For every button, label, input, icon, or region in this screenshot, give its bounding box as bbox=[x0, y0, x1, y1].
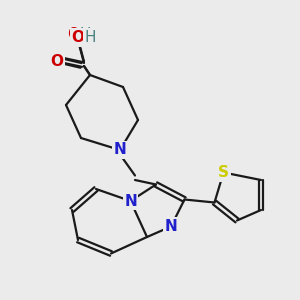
Text: O: O bbox=[50, 54, 64, 69]
Text: O: O bbox=[68, 27, 80, 42]
Text: O: O bbox=[71, 30, 85, 45]
Text: H: H bbox=[80, 27, 91, 42]
Text: S: S bbox=[218, 165, 229, 180]
Text: O: O bbox=[48, 52, 60, 68]
Text: N: N bbox=[165, 219, 177, 234]
Text: N: N bbox=[114, 142, 126, 158]
Text: H: H bbox=[84, 30, 96, 45]
Text: N: N bbox=[124, 194, 137, 208]
